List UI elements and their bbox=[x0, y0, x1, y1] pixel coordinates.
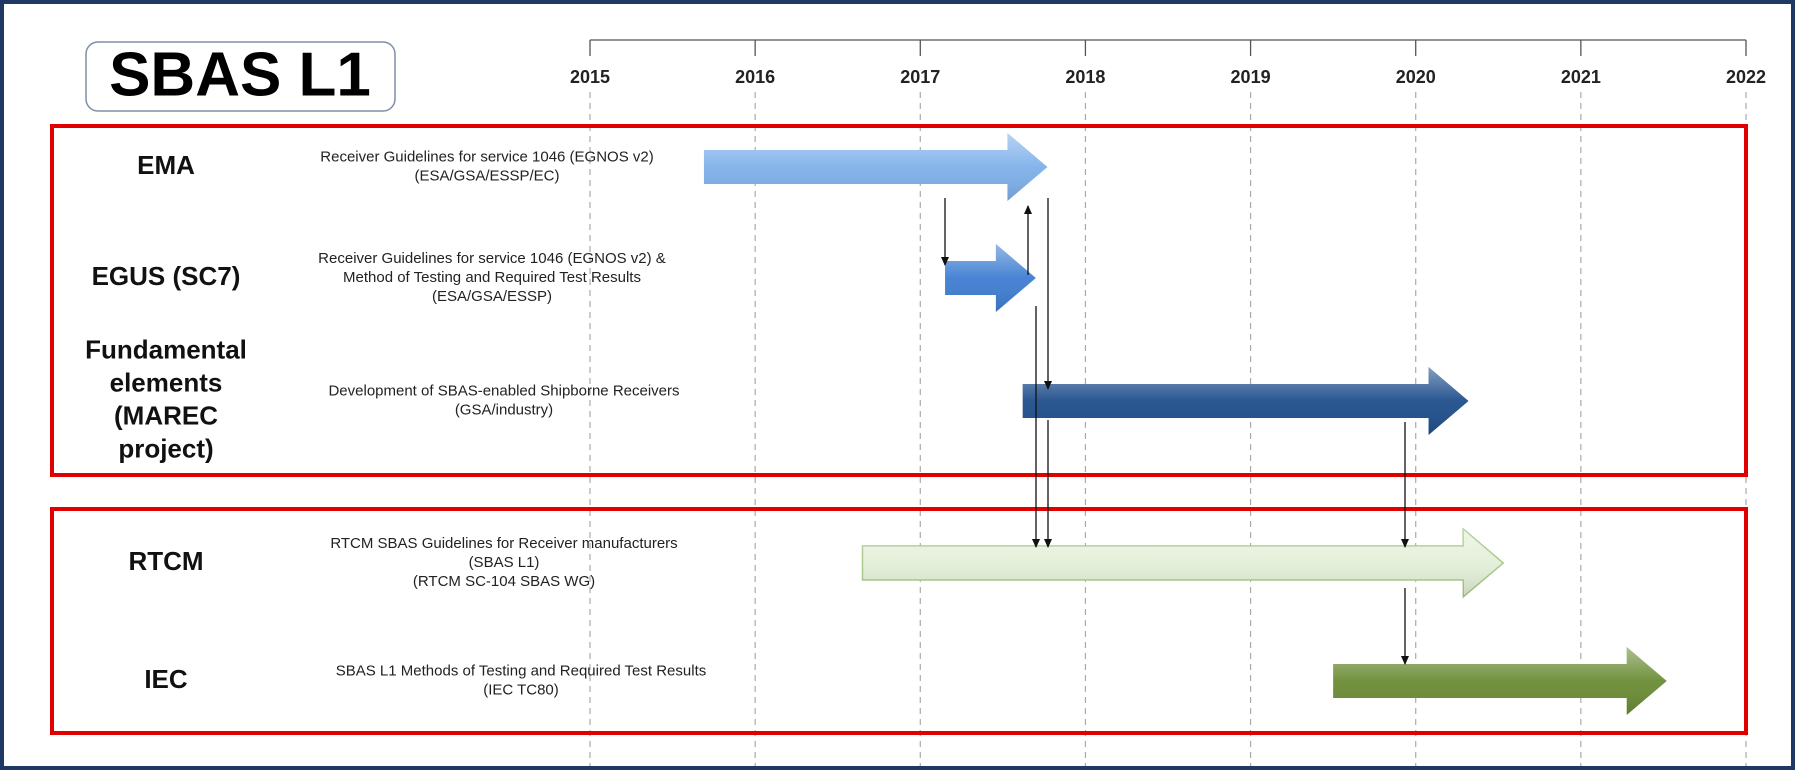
row-label: EMA bbox=[137, 150, 195, 180]
row-description: (GSA/industry) bbox=[455, 401, 553, 418]
title-box bbox=[85, 41, 396, 112]
year-label: 2020 bbox=[1396, 67, 1436, 87]
row-description: (ESA/GSA/ESSP) bbox=[432, 288, 552, 305]
year-label: 2021 bbox=[1561, 67, 1601, 87]
group-box bbox=[50, 124, 1748, 477]
row-description: RTCM SBAS Guidelines for Receiver manufa… bbox=[330, 535, 677, 552]
year-label: 2022 bbox=[1726, 67, 1766, 87]
row-label: EGUS (SC7) bbox=[92, 261, 241, 291]
year-label: 2017 bbox=[900, 67, 940, 87]
arrow-shine bbox=[1022, 367, 1469, 435]
row-label: RTCM bbox=[128, 546, 203, 576]
year-label: 2018 bbox=[1065, 67, 1105, 87]
year-label: 2015 bbox=[570, 67, 610, 87]
year-label: 2016 bbox=[735, 67, 775, 87]
rows: EMA Receiver Guidelines for service 1046 … bbox=[85, 133, 1667, 715]
row-label: project) bbox=[118, 433, 213, 463]
row-description: Method of Testing and Required Test Resu… bbox=[343, 269, 641, 286]
row-description: Development of SBAS-enabled Shipborne Re… bbox=[328, 382, 679, 399]
row-description: Receiver Guidelines for service 1046 (EG… bbox=[320, 148, 653, 165]
row-description: (RTCM SC-104 SBAS WG) bbox=[413, 573, 595, 590]
year-label: 2019 bbox=[1231, 67, 1271, 87]
row-label: elements bbox=[110, 367, 223, 397]
arrow-shine bbox=[862, 529, 1504, 597]
row-label: (MAREC bbox=[114, 400, 218, 430]
row-description: SBAS L1 Methods of Testing and Required … bbox=[336, 662, 707, 679]
row-label: IEC bbox=[144, 664, 188, 694]
arrow-shine bbox=[945, 244, 1036, 312]
arrow-shine bbox=[1333, 647, 1667, 715]
row-label: Fundamental bbox=[85, 334, 247, 364]
title: SBAS L1 bbox=[109, 40, 371, 109]
group-box bbox=[50, 507, 1748, 735]
row-description: (SBAS L1) bbox=[469, 554, 540, 571]
connectors bbox=[941, 198, 1409, 665]
arrow-shine bbox=[703, 133, 1048, 201]
row-description: Receiver Guidelines for service 1046 (EG… bbox=[318, 250, 666, 267]
row-description: (IEC TC80) bbox=[483, 681, 559, 698]
row-description: (ESA/GSA/ESSP/EC) bbox=[414, 167, 559, 184]
